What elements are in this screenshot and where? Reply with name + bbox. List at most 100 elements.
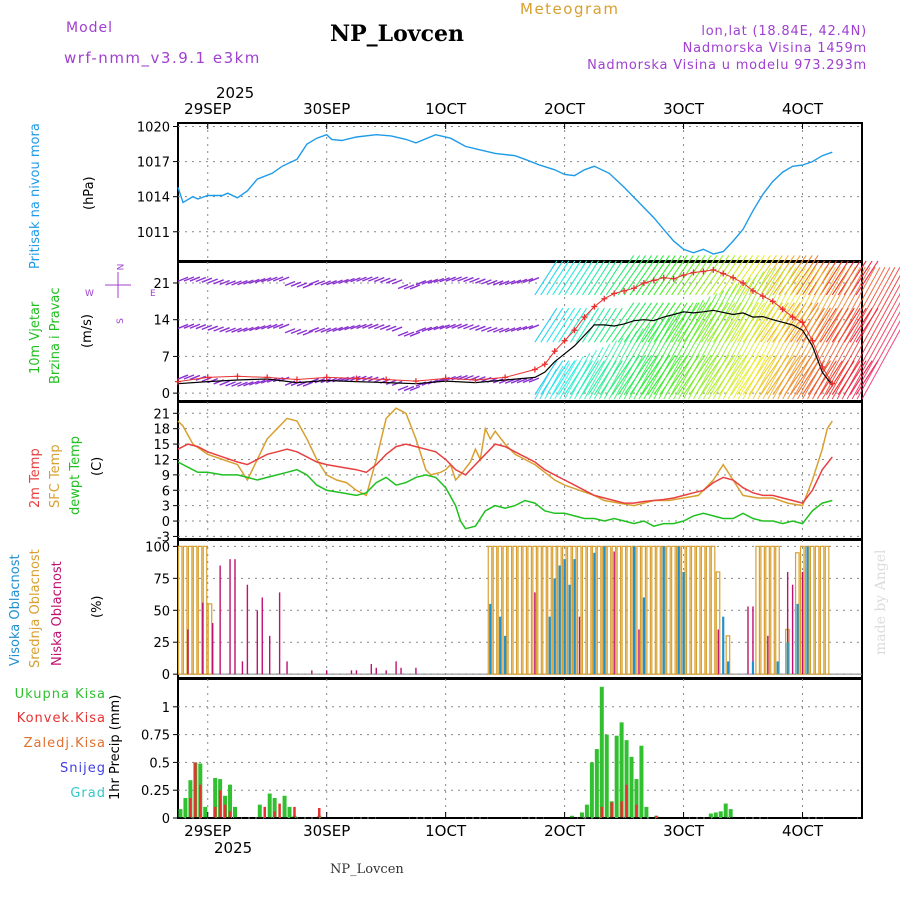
- wind-barb: [706, 255, 736, 296]
- cloud-bar-mid: [177, 545, 183, 675]
- wind-barb: [736, 255, 766, 296]
- wind-barb: [231, 381, 242, 387]
- pressure-line: [177, 133, 833, 255]
- wind-barb: [201, 277, 213, 283]
- wind-barb: [451, 276, 462, 282]
- wind-barb: [195, 276, 207, 283]
- precip-bar-total: [708, 813, 713, 818]
- wind-barb: [332, 279, 343, 285]
- wind-barb: [487, 279, 498, 286]
- wind-barb: [792, 267, 866, 400]
- footer-station-label: NP_Lovcen: [330, 862, 404, 877]
- bottom-day-label: 3OCT: [663, 822, 705, 840]
- wind-barb: [813, 307, 837, 343]
- precip-bar-conv: [223, 804, 227, 818]
- bottom-day-label: 1OCT: [425, 822, 467, 840]
- wind-barb: [415, 280, 427, 286]
- y-tick-label: 1017: [137, 156, 170, 171]
- wind-barb: [296, 329, 308, 335]
- wind-barb: [278, 276, 290, 282]
- wind-gust-marker: [591, 303, 598, 310]
- wind-barb: [539, 368, 557, 400]
- wind-barb: [766, 255, 795, 296]
- cloud-bar-mid: [666, 545, 671, 675]
- top-day-label: 29SEP: [184, 100, 231, 118]
- wind-barb: [332, 326, 343, 332]
- wind-barb: [356, 323, 367, 330]
- wind-barb: [712, 302, 742, 343]
- wind-barb: [243, 381, 254, 387]
- y-tick-label: 0: [162, 515, 170, 530]
- wind-barb: [856, 319, 900, 400]
- wind-barb: [498, 280, 510, 286]
- wind-barb: [201, 324, 213, 331]
- wind-barb: [593, 260, 617, 296]
- wind-barb: [663, 290, 725, 400]
- top-day-label: 4OCT: [782, 100, 824, 118]
- wind-barb: [284, 280, 296, 287]
- wind-barb: [633, 308, 684, 400]
- cloud-bar-mid: [616, 545, 622, 675]
- wind-barb: [583, 340, 618, 400]
- wind-barb: [445, 276, 456, 282]
- y-tick-label: -3: [157, 530, 170, 545]
- cloud-bar-mid: [187, 545, 193, 675]
- wind-barb: [647, 354, 676, 395]
- wind-barb: [338, 325, 349, 332]
- wind-barb: [752, 267, 826, 400]
- wind-barb: [712, 267, 787, 400]
- precip-bar-conv: [625, 784, 628, 818]
- wind-barb: [302, 330, 314, 336]
- wind-barb: [451, 323, 462, 329]
- wind-barb: [237, 280, 248, 286]
- elevation-label: Nadmorska Visina 1459m: [682, 41, 867, 56]
- wind-barb: [576, 260, 599, 296]
- precip-bar-total: [599, 686, 604, 818]
- y-tick-label: 18: [153, 423, 170, 438]
- wind-barb: [403, 284, 415, 290]
- wind-barb: [528, 324, 540, 330]
- cloud-bar-mid: [671, 545, 676, 675]
- precip-bar-total: [619, 722, 624, 818]
- wind-barb: [836, 283, 900, 400]
- wind-barb: [849, 260, 873, 296]
- wind-barb: [727, 267, 802, 400]
- wind-barb: [427, 278, 439, 284]
- cloud-bar-mid: [197, 545, 203, 675]
- wind-barb: [374, 377, 385, 383]
- cloud-bar-mid: [192, 545, 198, 675]
- wind-barb: [356, 276, 367, 282]
- wind-barb: [613, 321, 658, 400]
- precip-bar-conv: [278, 803, 281, 818]
- cloud-bar-mid: [695, 545, 701, 675]
- wind-barb: [528, 377, 540, 383]
- wind-barb: [653, 302, 682, 343]
- wind-barb: [730, 255, 760, 296]
- wind-barb: [487, 327, 498, 333]
- wind-barb: [237, 381, 248, 387]
- wind-barb: [362, 323, 373, 329]
- wind-barb: [255, 277, 266, 284]
- precip-bar-conv: [655, 815, 658, 818]
- precip-bar-total: [629, 756, 634, 818]
- wind-barb: [183, 323, 195, 329]
- wind-barb: [481, 376, 492, 383]
- wind-barb: [846, 301, 900, 400]
- wind-gust-marker: [571, 327, 578, 334]
- wind-barb: [772, 302, 801, 343]
- wind-barb: [668, 286, 731, 400]
- top-year-label: 2025: [216, 84, 255, 102]
- legend-total-rain: Ukupna Kisa: [14, 687, 106, 702]
- wind-barb: [326, 327, 337, 333]
- wind-barb: [732, 267, 807, 400]
- wind-barb: [439, 324, 450, 330]
- wind-barb: [344, 325, 355, 331]
- cloud-bar-mid: [710, 545, 716, 675]
- precip-bar-total: [257, 804, 262, 818]
- precip-bar-total: [718, 811, 723, 818]
- wind-barb: [225, 327, 236, 333]
- precip-bar-conv: [218, 790, 222, 818]
- wind-barb: [522, 325, 534, 331]
- cloud-bar-mid: [700, 545, 706, 675]
- wind-barb: [421, 326, 433, 332]
